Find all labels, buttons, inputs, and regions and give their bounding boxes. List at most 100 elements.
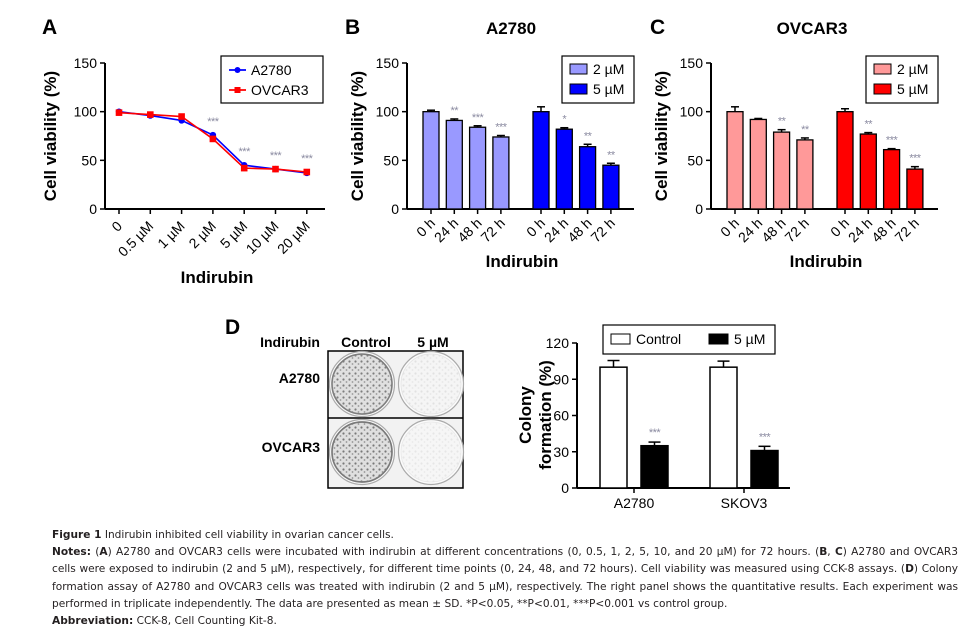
legend-swatch-icon xyxy=(569,83,588,95)
y-axis-label-line: formation (%) xyxy=(536,360,555,470)
bar xyxy=(492,136,510,210)
y-tick-label: 100 xyxy=(680,104,704,120)
significance-marker: *** xyxy=(472,112,485,124)
notes-panel-ref: C xyxy=(834,546,843,559)
data-point-ovcar3 xyxy=(147,111,154,118)
colony-stain xyxy=(400,421,462,483)
significance-marker: *** xyxy=(207,116,220,128)
caption-abbreviation: Abbreviation: CCK-8, Cell Counting Kit-8… xyxy=(52,613,958,630)
notes-panel-ref: B xyxy=(819,546,828,559)
notes-label: Notes: xyxy=(52,546,91,559)
x-tick-label: SKOV3 xyxy=(721,495,768,511)
significance-marker: ** xyxy=(778,116,787,128)
x-tick-label: 72 h xyxy=(587,215,618,246)
legend-label: 2 µM xyxy=(593,61,624,77)
y-tick-label: 0 xyxy=(695,201,703,217)
figure-caption: Figure 1 Indirubin inhibited cell viabil… xyxy=(52,527,958,630)
bar xyxy=(859,133,877,210)
x-tick-label: 0.5 µM xyxy=(115,218,157,260)
y-tick-label: 0 xyxy=(561,480,569,496)
colony-stain xyxy=(400,353,462,415)
significance-marker: *** xyxy=(909,153,922,165)
y-tick-label: 30 xyxy=(553,444,569,460)
x-tick-label: 72 h xyxy=(891,215,922,246)
y-tick-label: 100 xyxy=(376,104,400,120)
y-tick-label: 120 xyxy=(546,335,570,351)
bar xyxy=(726,111,744,210)
bar xyxy=(468,126,487,210)
figure-label: Figure 1 xyxy=(52,529,102,541)
bar xyxy=(555,128,573,210)
bar xyxy=(796,139,814,210)
legend-label: 5 µM xyxy=(593,81,624,97)
colony-column-label: Control xyxy=(341,334,391,350)
y-axis-label: Cell viability (%) xyxy=(652,71,671,201)
x-axis-label: Indirubin xyxy=(790,252,863,271)
chart-title: OVCAR3 xyxy=(777,19,848,38)
legend-label: A2780 xyxy=(251,62,292,78)
significance-marker: *** xyxy=(759,431,772,443)
bar xyxy=(422,111,440,210)
x-tick-label: A2780 xyxy=(614,495,655,511)
x-tick-label: 10 µM xyxy=(243,218,282,257)
bar xyxy=(750,449,779,489)
notes-text: ) Colony formation assay of A2780 and OV… xyxy=(52,563,959,610)
notes-text: ) A2780 and OVCAR3 cells were incubated … xyxy=(107,546,820,559)
bar xyxy=(772,131,791,210)
caption-notes: Notes: (A) A2780 and OVCAR3 cells were i… xyxy=(52,544,958,613)
colony-header-label: Indirubin xyxy=(260,334,320,350)
significance-marker: ** xyxy=(865,119,874,131)
legend: 2 µM 5 µM xyxy=(865,55,939,104)
notes-panel-ref: D xyxy=(905,563,914,576)
data-point-ovcar3 xyxy=(303,168,311,176)
data-point-ovcar3 xyxy=(115,109,123,116)
bar xyxy=(445,119,463,210)
x-tick-label: 72 h xyxy=(781,215,812,246)
bar xyxy=(640,444,669,489)
data-point-ovcar3 xyxy=(240,164,248,172)
y-tick-label: 60 xyxy=(553,408,569,424)
panel-letter-d: D xyxy=(225,316,240,339)
panel-letter-a: A xyxy=(42,16,57,39)
x-tick-label: 0 xyxy=(108,218,125,235)
bar xyxy=(599,366,628,489)
legend-label: 5 µM xyxy=(897,81,928,97)
legend-box xyxy=(602,324,776,355)
x-axis-label: Indirubin xyxy=(486,252,559,271)
chart-title: A2780 xyxy=(486,19,536,38)
legend-label: 5 µM xyxy=(734,331,765,347)
colony-stain xyxy=(331,353,393,415)
legend: A2780 OVCAR3 xyxy=(220,55,324,104)
significance-marker: ** xyxy=(607,149,616,161)
colony-stain xyxy=(331,421,393,483)
x-tick-label: 2 µM xyxy=(186,218,220,252)
x-axis-label: Indirubin xyxy=(181,268,254,287)
significance-marker: *** xyxy=(270,150,283,162)
legend-label: OVCAR3 xyxy=(251,82,309,98)
x-tick-label: 72 h xyxy=(477,215,508,246)
data-point-ovcar3 xyxy=(272,165,279,173)
legend-swatch-icon xyxy=(708,333,729,345)
bar xyxy=(709,366,738,489)
legend-swatch-icon xyxy=(569,63,588,75)
notes-text: , xyxy=(827,546,835,559)
legend-swatch-icon xyxy=(873,83,892,95)
notes-text: ) A2780 and OVCAR3 cells were exposed to… xyxy=(52,546,958,576)
y-tick-label: 0 xyxy=(89,201,97,217)
significance-marker: *** xyxy=(495,122,508,134)
bar xyxy=(532,111,550,210)
significance-marker: *** xyxy=(886,135,899,147)
significance-marker: *** xyxy=(301,153,314,165)
colony-image-grid: Indirubin Control 5 µM A2780 OVCAR3 xyxy=(260,334,465,489)
x-tick-label: 20 µM xyxy=(274,218,313,257)
significance-marker: *** xyxy=(239,146,252,158)
caption-title-line: Figure 1 Indirubin inhibited cell viabil… xyxy=(52,527,958,544)
significance-marker: *** xyxy=(649,427,662,439)
y-tick-label: 50 xyxy=(81,152,97,168)
significance-marker: ** xyxy=(451,105,460,117)
legend-label: Control xyxy=(636,331,681,347)
y-tick-label: 150 xyxy=(376,55,400,71)
abbreviation-label: Abbreviation: xyxy=(52,615,134,628)
